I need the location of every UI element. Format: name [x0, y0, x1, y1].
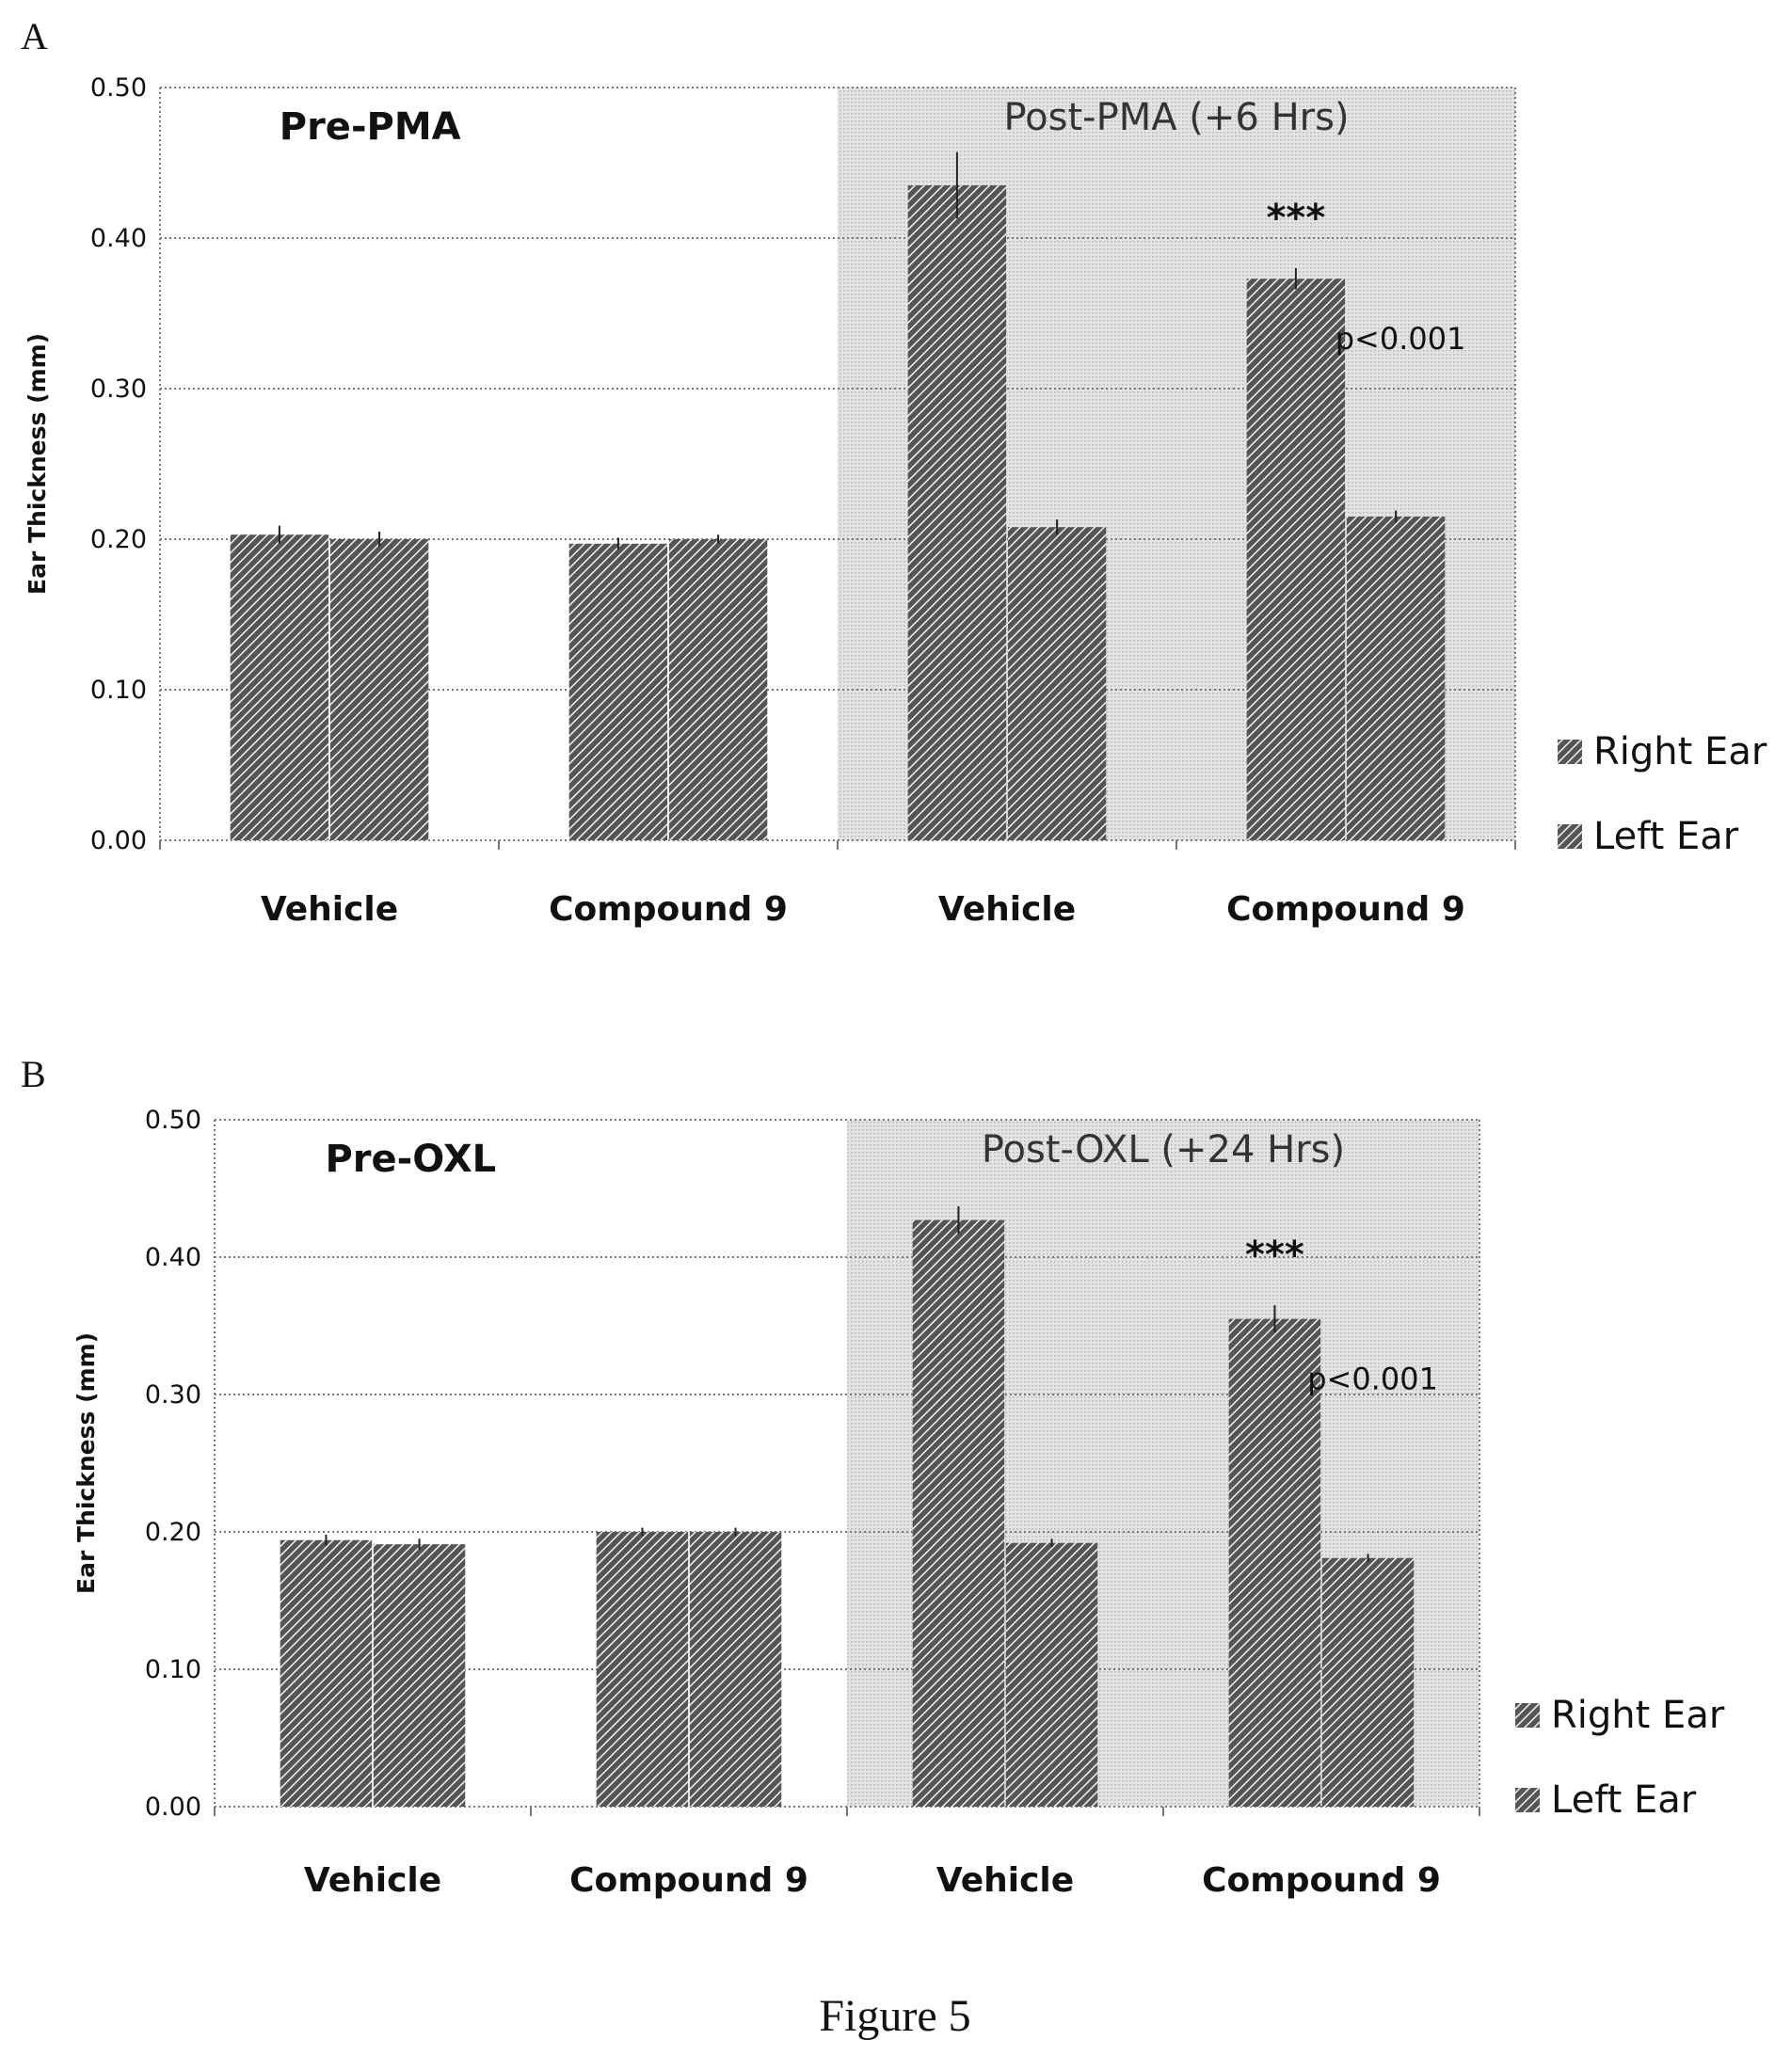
region-label: Post-OXL (+24 Hrs) — [982, 1128, 1345, 1171]
bar-right-ear — [1228, 1318, 1321, 1807]
bar-left-ear — [1346, 517, 1446, 840]
bar-right-ear — [912, 1219, 1005, 1807]
p-value-label: p<0.001 — [1307, 1362, 1438, 1397]
figure-caption: Figure 5 — [819, 1991, 970, 2041]
y-axis-label: Ear Thickness (mm) — [72, 1332, 100, 1594]
legend-label: Right Ear — [1551, 1694, 1725, 1737]
y-tick-label: 0.10 — [145, 1655, 201, 1684]
bar-left-ear — [1005, 1542, 1098, 1807]
category-label: Vehicle — [938, 890, 1076, 929]
p-value-label: p<0.001 — [1335, 321, 1466, 357]
bar-left-ear — [1321, 1557, 1415, 1807]
y-tick-label: 0.30 — [145, 1380, 201, 1410]
panel-label: B — [21, 1053, 46, 1095]
category-label: Compound 9 — [1202, 1861, 1441, 1900]
y-tick-label: 0.30 — [90, 375, 147, 404]
legend-label: Left Ear — [1593, 815, 1739, 858]
category-label: Vehicle — [304, 1861, 441, 1900]
bar-right-ear — [596, 1532, 689, 1807]
legend-swatch — [1558, 824, 1582, 849]
y-tick-label: 0.20 — [90, 525, 147, 554]
chart-panel-a: A 0.00 0.10 0.20 0.30 0.40 0.50 Ear Thickness (… — [21, 15, 1767, 929]
y-tick-label: 0.00 — [145, 1793, 201, 1822]
bar-right-ear — [1246, 279, 1346, 840]
legend-swatch — [1515, 1703, 1540, 1728]
legend-label: Left Ear — [1551, 1778, 1697, 1822]
category-label: Vehicle — [261, 890, 398, 929]
category-label: Compound 9 — [549, 890, 788, 929]
bar-right-ear — [280, 1539, 373, 1807]
bar-right-ear — [907, 185, 1007, 840]
y-axis-label: Ear Thickness (mm) — [24, 333, 51, 595]
significance-marker: *** — [1245, 1234, 1304, 1277]
category-label: Compound 9 — [569, 1861, 808, 1900]
legend-label: Right Ear — [1593, 730, 1767, 773]
y-tick-label: 0.40 — [90, 224, 147, 253]
chart-panel-b: B 0.00 0.10 0.20 0.30 0.40 0.50 Ear Thickness (… — [21, 1053, 1725, 1900]
y-tick-label: 0.10 — [90, 676, 147, 705]
region-label: Pre-PMA — [280, 105, 461, 149]
bar-left-ear — [1007, 527, 1107, 840]
y-tick-label: 0.20 — [145, 1518, 201, 1547]
y-tick-label: 0.40 — [145, 1243, 201, 1272]
panel-label: A — [21, 15, 48, 57]
bar-right-ear — [568, 543, 668, 840]
y-tick-label: 0.50 — [145, 1106, 201, 1135]
legend-swatch — [1558, 740, 1582, 764]
category-label: Compound 9 — [1226, 890, 1465, 929]
y-tick-label: 0.00 — [90, 826, 147, 855]
bar-left-ear — [373, 1544, 466, 1807]
bar-left-ear — [689, 1532, 782, 1807]
significance-marker: *** — [1267, 197, 1326, 240]
category-label: Vehicle — [936, 1861, 1074, 1900]
y-tick-label: 0.50 — [90, 73, 147, 103]
bar-left-ear — [668, 539, 768, 840]
bar-left-ear — [329, 539, 429, 840]
region-label: Post-PMA (+6 Hrs) — [1003, 96, 1349, 139]
legend-swatch — [1515, 1788, 1540, 1812]
bar-right-ear — [230, 534, 329, 840]
region-label: Pre-OXL — [325, 1138, 496, 1181]
